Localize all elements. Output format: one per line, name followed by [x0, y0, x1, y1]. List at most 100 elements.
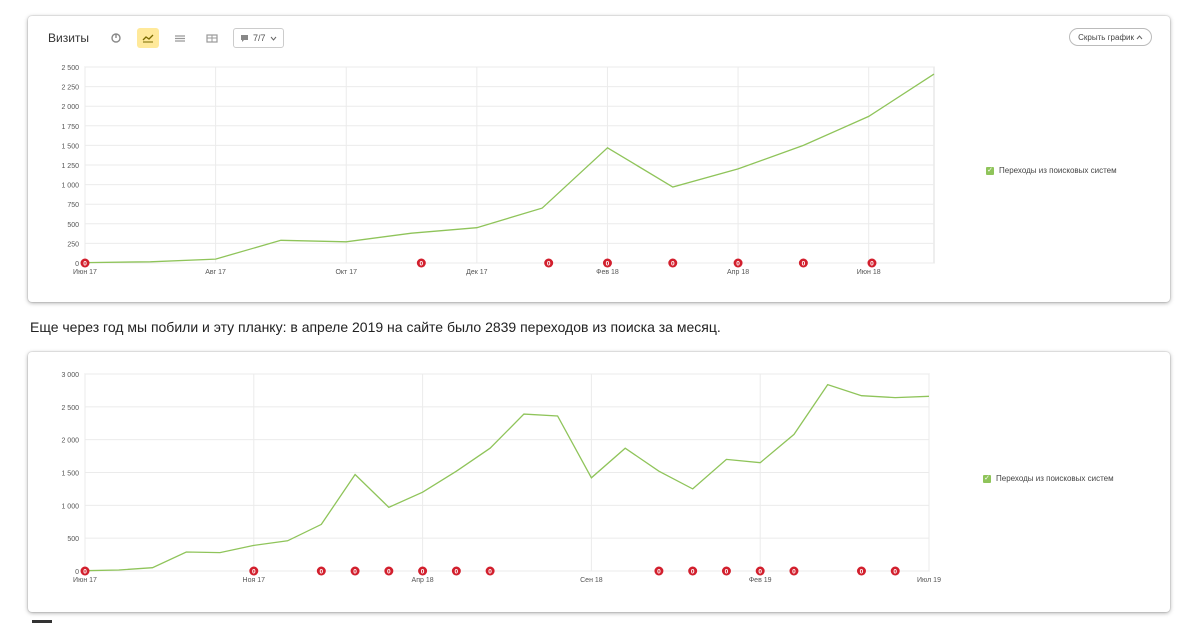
x-tick-label: Июн 17	[73, 269, 97, 276]
line-chart-button[interactable]	[137, 28, 160, 48]
pie-chart-button[interactable]	[105, 28, 127, 48]
event-marker-label: 0	[320, 569, 324, 576]
event-marker[interactable]: 0	[350, 566, 360, 576]
y-tick-label: 2 250	[61, 85, 79, 92]
event-marker[interactable]: 0	[798, 258, 808, 268]
y-tick-label: 1 500	[61, 471, 79, 478]
segments-dropdown[interactable]: 7/7	[233, 28, 284, 48]
legend-checkbox-icon	[983, 474, 991, 483]
event-marker-dot	[755, 566, 765, 576]
event-marker-dot	[668, 258, 678, 268]
event-marker-dot	[249, 566, 259, 576]
event-marker[interactable]: 0	[384, 566, 394, 576]
y-tick-label: 250	[67, 241, 79, 248]
y-tick-label: 1 250	[61, 163, 79, 170]
event-marker[interactable]: 0	[418, 566, 428, 576]
event-marker-label: 0	[488, 569, 492, 576]
x-tick-label: Апр 18	[412, 577, 434, 584]
event-marker-label: 0	[671, 261, 675, 268]
legend-label: Переходы из поисковых систем	[996, 474, 1114, 483]
event-marker[interactable]: 0	[602, 258, 612, 268]
y-tick-label: 750	[67, 202, 79, 209]
segments-count: 7/7	[253, 33, 266, 43]
area-chart-icon	[175, 35, 186, 42]
bar-chart-button[interactable]	[201, 28, 223, 48]
event-marker-label: 0	[657, 569, 661, 576]
event-marker[interactable]: 0	[485, 566, 495, 576]
event-marker[interactable]: 0	[316, 566, 326, 576]
event-marker[interactable]: 0	[867, 258, 877, 268]
chevron-up-icon	[1136, 34, 1143, 39]
event-marker-dot	[485, 566, 495, 576]
event-marker-dot	[384, 566, 394, 576]
event-marker[interactable]: 0	[890, 566, 900, 576]
event-marker-dot	[544, 258, 554, 268]
event-marker-dot	[350, 566, 360, 576]
y-tick-label: 2 000	[61, 438, 79, 445]
event-marker-dot	[418, 566, 428, 576]
y-tick-label: 1 500	[61, 143, 79, 150]
next-paragraph-fragment	[32, 620, 52, 623]
event-marker-dot	[80, 258, 90, 268]
event-marker[interactable]: 0	[416, 258, 426, 268]
legend-item[interactable]: Переходы из поисковых систем	[983, 474, 1114, 483]
y-tick-label: 0	[75, 261, 79, 268]
y-tick-label: 2 500	[61, 405, 79, 412]
event-marker-label: 0	[420, 261, 424, 268]
event-marker[interactable]: 0	[80, 258, 90, 268]
event-marker[interactable]: 0	[668, 258, 678, 268]
event-marker-label: 0	[893, 569, 897, 576]
event-marker-label: 0	[252, 569, 256, 576]
event-marker-dot	[856, 566, 866, 576]
event-marker-label: 0	[83, 569, 87, 576]
event-marker[interactable]: 0	[80, 566, 90, 576]
y-tick-label: 2 000	[61, 104, 79, 111]
event-marker-dot	[654, 566, 664, 576]
event-marker[interactable]: 0	[755, 566, 765, 576]
event-marker-dot	[789, 566, 799, 576]
event-marker-label: 0	[606, 261, 610, 268]
hide-chart-label: Скрыть график	[1078, 32, 1134, 42]
event-marker[interactable]: 0	[789, 566, 799, 576]
event-marker[interactable]: 0	[654, 566, 664, 576]
event-marker-dot	[451, 566, 461, 576]
event-marker[interactable]: 0	[688, 566, 698, 576]
event-marker-label: 0	[547, 261, 551, 268]
line-chart-2: 0 500 1 000 1 500 2 000 2 500 3 000 Июн 17 Ноя 1…	[61, 372, 941, 584]
event-marker-dot	[867, 258, 877, 268]
event-marker-label: 0	[792, 569, 796, 576]
y-tick-label: 3 000	[61, 372, 79, 379]
y-tick-label: 0	[75, 569, 79, 576]
comment-icon	[241, 34, 249, 42]
legend-checkbox-icon	[986, 166, 994, 175]
event-marker-label: 0	[870, 261, 874, 268]
series-line	[84, 383, 930, 572]
event-marker[interactable]: 0	[249, 566, 259, 576]
line-chart-1: 0 250 500 750 1 000 1 250 1 500 1 750 2 000 2 250…	[61, 65, 935, 276]
x-tick-label: Дек 17	[466, 269, 488, 276]
event-marker-label: 0	[353, 569, 357, 576]
x-tick-label: Фев 18	[596, 269, 619, 276]
legend-item[interactable]: Переходы из поисковых систем	[986, 166, 1117, 175]
line-chart-icon	[142, 34, 154, 43]
x-tick-label: Сен 18	[580, 577, 603, 584]
x-tick-label: Июл 19	[917, 577, 941, 584]
area-chart-button[interactable]	[169, 28, 191, 48]
event-marker-label: 0	[725, 569, 729, 576]
x-tick-label: Авг 17	[205, 269, 226, 276]
event-marker[interactable]: 0	[721, 566, 731, 576]
event-marker[interactable]: 0	[733, 258, 743, 268]
event-marker-dot	[733, 258, 743, 268]
hide-chart-button[interactable]: Скрыть график	[1069, 28, 1152, 46]
event-marker[interactable]: 0	[544, 258, 554, 268]
y-tick-label: 1 000	[61, 183, 79, 190]
x-tick-label: Окт 17	[335, 269, 357, 276]
series-line	[84, 73, 935, 264]
event-marker-dot	[890, 566, 900, 576]
event-marker[interactable]: 0	[451, 566, 461, 576]
event-marker-label: 0	[455, 569, 459, 576]
x-tick-label: Апр 18	[727, 269, 749, 276]
event-marker-label: 0	[736, 261, 740, 268]
event-marker[interactable]: 0	[856, 566, 866, 576]
x-tick-label: Ноя 17	[243, 577, 266, 584]
